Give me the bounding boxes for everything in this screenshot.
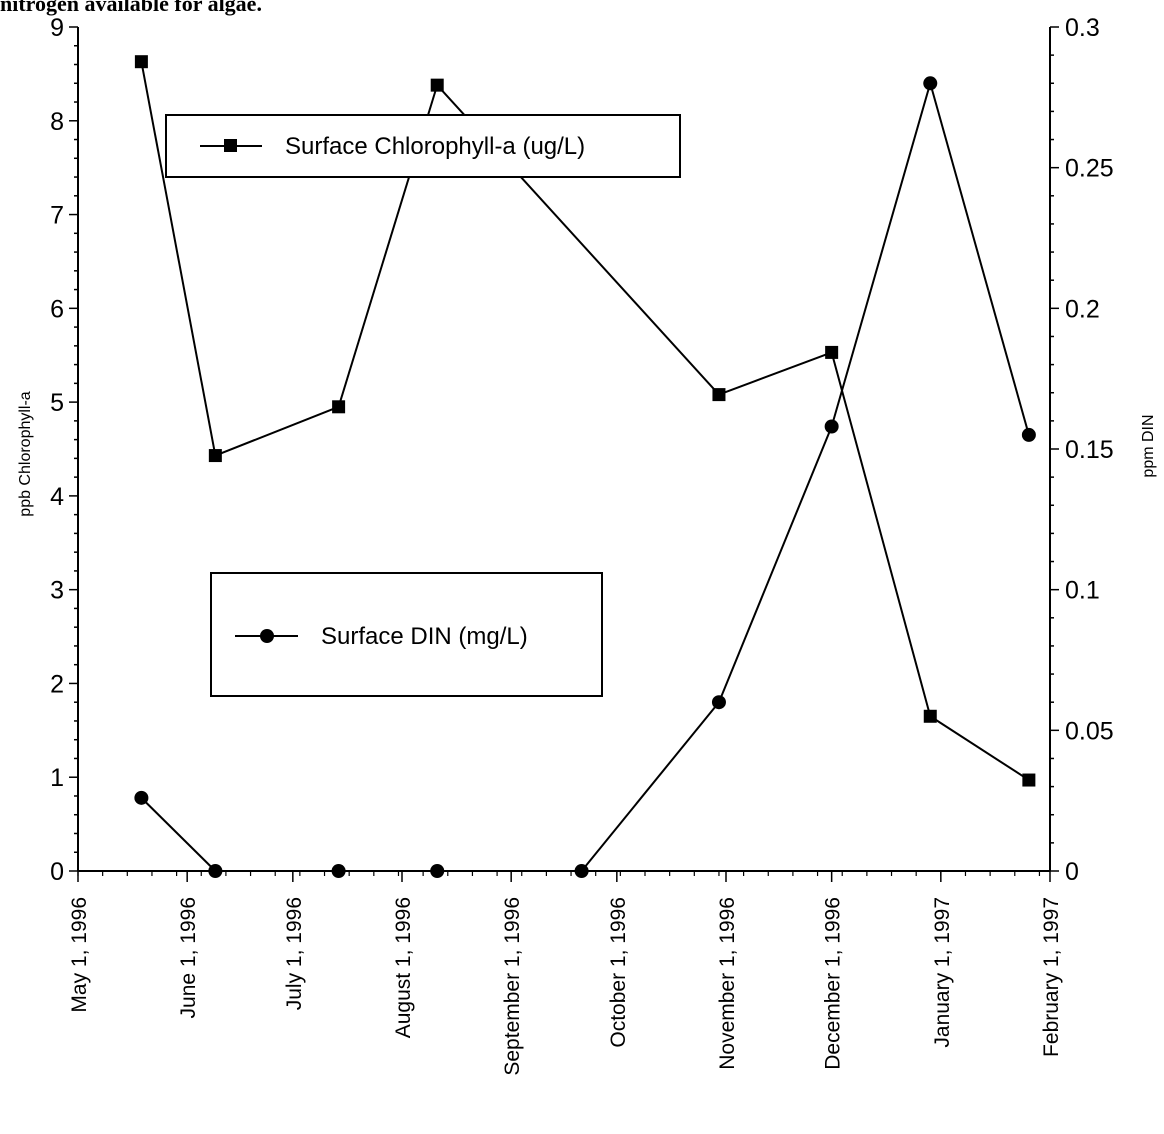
x-tick-label: January 1, 1997 (931, 897, 954, 1048)
chlorophyll-segment (929, 715, 1030, 781)
din-segment (830, 82, 932, 427)
din-point (574, 864, 589, 878)
x-tick-label: May 1, 1996 (68, 897, 91, 1013)
chlorophyll-segment (214, 405, 339, 457)
chlorophyll-point (712, 388, 726, 402)
chlorophyll-point (1022, 773, 1036, 787)
din-point (331, 864, 346, 878)
left-tick-label: 9 (50, 14, 64, 42)
left-y-ticks: 0 1 2 3 4 5 6 7 8 9 (50, 14, 78, 886)
header-fragment: nitrogen available for algae. (0, 0, 262, 16)
x-tick-label: November 1, 1996 (716, 897, 739, 1070)
din-segment (580, 701, 720, 872)
legend-chlorophyll-label: Surface Chlorophyll-a (ug/L) (285, 133, 585, 160)
chlorophyll-point (430, 78, 444, 92)
chlorophyll-segment (718, 351, 833, 396)
x-ticks: May 1, 1996 June 1, 1996 July 1, 1996 Augus… (68, 871, 1063, 1076)
x-tick-label: December 1, 1996 (822, 897, 845, 1070)
left-tick-label: 5 (50, 389, 64, 417)
right-tick-label: 0.1 (1065, 577, 1100, 605)
chlorophyll-point (332, 400, 346, 414)
right-tick-label: 0.25 (1065, 155, 1114, 183)
din-point (134, 790, 149, 805)
right-tick-label: 0.15 (1065, 436, 1114, 464)
din-point (711, 695, 726, 710)
legend-circle-marker (260, 629, 274, 643)
left-axis-title: ppb Chlorophyll-a (17, 391, 34, 517)
din-point (430, 864, 445, 878)
left-tick-label: 1 (50, 764, 64, 792)
right-tick-label: 0 (1065, 858, 1079, 886)
x-tick-label: August 1, 1996 (392, 897, 415, 1038)
chlorophyll-point (134, 55, 148, 69)
right-tick-label: 0.05 (1065, 717, 1114, 745)
chlorophyll-series (134, 55, 1036, 787)
din-point (208, 864, 223, 878)
legend-din-label: Surface DIN (mg/L) (321, 623, 528, 650)
din-segment (140, 797, 217, 872)
legend-square-marker (224, 139, 237, 152)
din-segment (929, 82, 1030, 436)
x-tick-label: October 1, 1996 (607, 897, 630, 1048)
left-tick-label: 3 (50, 577, 64, 605)
right-y-ticks: 0 0.05 0.1 0.15 0.2 0.25 0.3 (1050, 14, 1114, 886)
legend-chlorophyll: Surface Chlorophyll-a (ug/L) (165, 114, 681, 178)
legend-din: Surface DIN (mg/L) (210, 572, 603, 697)
left-tick-label: 7 (50, 202, 64, 230)
din-point (1021, 427, 1036, 442)
chlorophyll-point (825, 345, 839, 359)
right-axis-title: ppm DIN (1140, 414, 1157, 477)
x-tick-label: July 1, 1996 (283, 897, 306, 1010)
x-tick-label: February 1, 1997 (1040, 897, 1063, 1057)
chlorophyll-segment (830, 352, 932, 717)
legend-din-box (210, 572, 603, 697)
chlorophyll-point (208, 449, 222, 463)
chlorophyll-segment (140, 61, 217, 456)
left-tick-label: 6 (50, 295, 64, 323)
din-segment (718, 426, 833, 703)
right-tick-label: 0.3 (1065, 14, 1100, 42)
left-tick-label: 4 (50, 483, 64, 511)
left-tick-label: 2 (50, 670, 64, 698)
x-tick-label: June 1, 1996 (177, 897, 200, 1018)
left-tick-label: 0 (50, 858, 64, 886)
left-tick-label: 8 (50, 108, 64, 136)
din-point (923, 76, 938, 91)
right-tick-label: 0.2 (1065, 295, 1100, 323)
din-series (134, 76, 1036, 878)
chlorophyll-point (923, 709, 937, 723)
x-tick-label: September 1, 1996 (501, 897, 524, 1076)
din-point (824, 419, 839, 434)
